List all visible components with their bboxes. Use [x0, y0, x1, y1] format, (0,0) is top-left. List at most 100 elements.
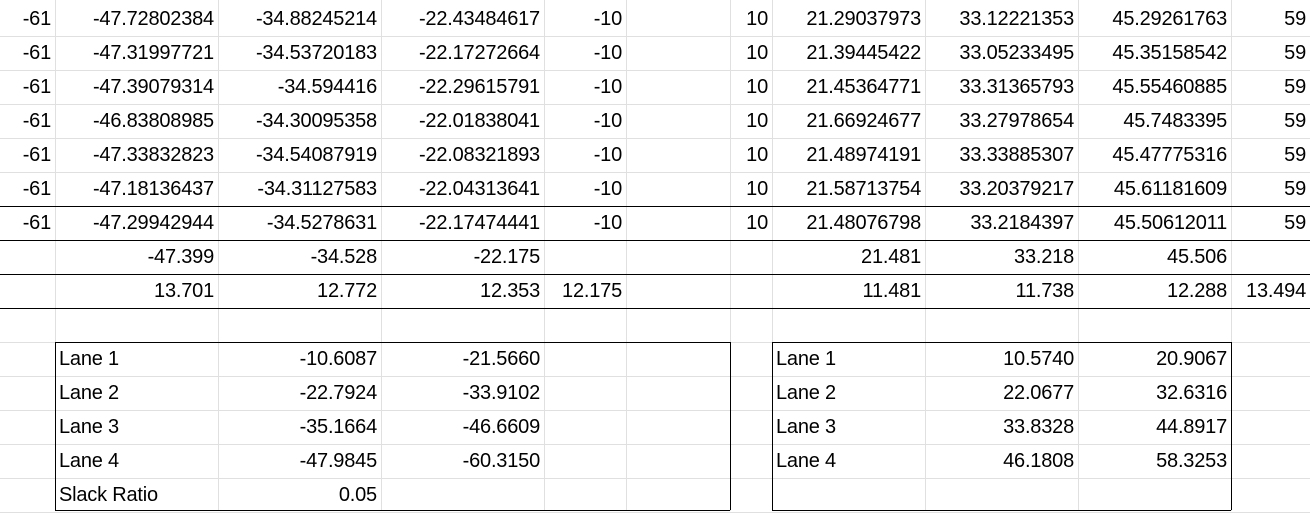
lane-value[interactable]: 46.1808 — [1003, 450, 1074, 472]
summary-cell[interactable]: 21.481 — [861, 246, 921, 268]
data-cell[interactable]: 45.55460885 — [1112, 76, 1227, 98]
lane-label[interactable]: Lane 4 — [59, 450, 119, 472]
data-cell[interactable]: 45.50612011 — [1113, 212, 1227, 234]
data-cell[interactable]: 33.27978654 — [959, 110, 1074, 132]
data-cell[interactable]: -61 — [22, 42, 52, 64]
lane-value[interactable]: -10.6087 — [299, 348, 378, 370]
lane-value[interactable]: 10.5740 — [1003, 348, 1074, 370]
data-cell[interactable]: -47.72802384 — [92, 8, 214, 30]
lane-value[interactable]: 20.9067 — [1156, 348, 1227, 370]
data-cell[interactable]: -10 — [593, 110, 623, 132]
data-cell[interactable]: 59 — [1284, 42, 1306, 64]
summary-cell[interactable]: 33.218 — [1014, 246, 1074, 268]
data-cell[interactable]: 45.29261763 — [1112, 8, 1227, 30]
data-cell[interactable]: -47.39079314 — [92, 76, 214, 98]
lane-label[interactable]: Lane 1 — [59, 348, 119, 370]
data-cell[interactable]: 45.61181609 — [1113, 178, 1227, 200]
data-cell[interactable]: 59 — [1284, 144, 1306, 166]
data-cell[interactable]: -61 — [22, 8, 52, 30]
data-cell[interactable]: -10 — [593, 178, 623, 200]
data-cell[interactable]: -47.29942944 — [92, 212, 214, 234]
data-cell[interactable]: 10 — [746, 76, 768, 98]
summary-cell[interactable]: 13.494 — [1246, 280, 1306, 302]
lane-value[interactable]: -22.7924 — [299, 382, 378, 404]
data-cell[interactable]: 10 — [746, 8, 768, 30]
data-cell[interactable]: -34.31127583 — [257, 178, 377, 200]
lane-value[interactable]: 33.8328 — [1003, 416, 1074, 438]
data-cell[interactable]: 33.2184397 — [970, 212, 1074, 234]
data-cell[interactable]: 21.39445422 — [806, 42, 921, 64]
summary-cell[interactable]: -34.528 — [310, 246, 378, 268]
data-cell[interactable]: -10 — [593, 42, 623, 64]
lane-value[interactable]: -46.6609 — [462, 416, 541, 438]
data-cell[interactable]: -22.29615791 — [418, 76, 540, 98]
data-cell[interactable]: -47.33832823 — [92, 144, 214, 166]
data-cell[interactable]: -47.31997721 — [92, 42, 214, 64]
data-cell[interactable]: -34.53720183 — [255, 42, 377, 64]
data-cell[interactable]: -22.08321893 — [418, 144, 540, 166]
data-cell[interactable]: -61 — [22, 144, 52, 166]
summary-cell[interactable]: 12.772 — [317, 280, 377, 302]
data-cell[interactable]: -22.01838041 — [418, 110, 540, 132]
summary-cell[interactable]: 12.175 — [562, 280, 622, 302]
data-cell[interactable]: 45.47775316 — [1112, 144, 1227, 166]
data-cell[interactable]: 59 — [1284, 76, 1306, 98]
data-cell[interactable]: 21.58713754 — [806, 178, 921, 200]
data-cell[interactable]: 45.7483395 — [1123, 110, 1227, 132]
data-cell[interactable]: -34.30095358 — [255, 110, 377, 132]
lane-label[interactable]: Lane 2 — [59, 382, 119, 404]
summary-cell[interactable]: 12.353 — [480, 280, 540, 302]
data-cell[interactable]: 10 — [746, 212, 768, 234]
summary-cell[interactable]: 13.701 — [154, 280, 214, 302]
data-cell[interactable]: 21.29037973 — [806, 8, 921, 30]
lane-value[interactable]: -35.1664 — [299, 416, 378, 438]
data-cell[interactable]: 21.48974191 — [806, 144, 921, 166]
data-cell[interactable]: 59 — [1284, 178, 1306, 200]
data-cell[interactable]: -61 — [22, 178, 52, 200]
lane-value[interactable]: -60.3150 — [462, 450, 541, 472]
data-cell[interactable]: -34.88245214 — [255, 8, 377, 30]
data-cell[interactable]: -22.17474441 — [418, 212, 540, 234]
data-cell[interactable]: -10 — [593, 144, 623, 166]
data-cell[interactable]: -61 — [22, 212, 52, 234]
data-cell[interactable]: -47.18136437 — [92, 178, 214, 200]
summary-cell[interactable]: 45.506 — [1167, 246, 1227, 268]
lane-value[interactable]: -47.9845 — [299, 450, 378, 472]
lane-label[interactable]: Slack Ratio — [59, 484, 158, 506]
data-cell[interactable]: 33.31365793 — [959, 76, 1074, 98]
lane-value[interactable]: 22.0677 — [1003, 382, 1074, 404]
summary-cell[interactable]: 11.481 — [862, 280, 922, 302]
data-cell[interactable]: 10 — [746, 178, 768, 200]
data-cell[interactable]: -61 — [22, 110, 52, 132]
data-cell[interactable]: -34.5278631 — [266, 212, 377, 234]
data-cell[interactable]: 59 — [1284, 212, 1306, 234]
data-cell[interactable]: 33.20379217 — [959, 178, 1074, 200]
summary-cell[interactable]: -47.399 — [147, 246, 215, 268]
data-cell[interactable]: 10 — [746, 110, 768, 132]
data-cell[interactable]: 21.45364771 — [806, 76, 921, 98]
lane-value[interactable]: 0.05 — [338, 484, 377, 506]
lane-label[interactable]: Lane 4 — [776, 450, 836, 472]
summary-cell[interactable]: 11.738 — [1015, 280, 1075, 302]
data-cell[interactable]: 21.48076798 — [806, 212, 921, 234]
summary-cell[interactable]: -22.175 — [473, 246, 541, 268]
data-cell[interactable]: 45.35158542 — [1112, 42, 1227, 64]
summary-cell[interactable]: 12.288 — [1167, 280, 1227, 302]
lane-label[interactable]: Lane 3 — [59, 416, 119, 438]
data-cell[interactable]: 59 — [1284, 8, 1306, 30]
data-cell[interactable]: 33.33885307 — [959, 144, 1074, 166]
data-cell[interactable]: -22.04313641 — [418, 178, 540, 200]
lane-value[interactable]: -33.9102 — [462, 382, 541, 404]
data-cell[interactable]: -46.83808985 — [92, 110, 214, 132]
lane-value[interactable]: -21.5660 — [462, 348, 541, 370]
lane-value[interactable]: 44.8917 — [1156, 416, 1227, 438]
lane-label[interactable]: Lane 1 — [776, 348, 836, 370]
data-cell[interactable]: -22.43484617 — [418, 8, 540, 30]
data-cell[interactable]: 33.05233495 — [959, 42, 1074, 64]
data-cell[interactable]: -10 — [593, 212, 623, 234]
data-cell[interactable]: -22.17272664 — [418, 42, 540, 64]
lane-label[interactable]: Lane 2 — [776, 382, 836, 404]
data-cell[interactable]: -34.54087919 — [255, 144, 377, 166]
data-cell[interactable]: 33.12221353 — [959, 8, 1074, 30]
